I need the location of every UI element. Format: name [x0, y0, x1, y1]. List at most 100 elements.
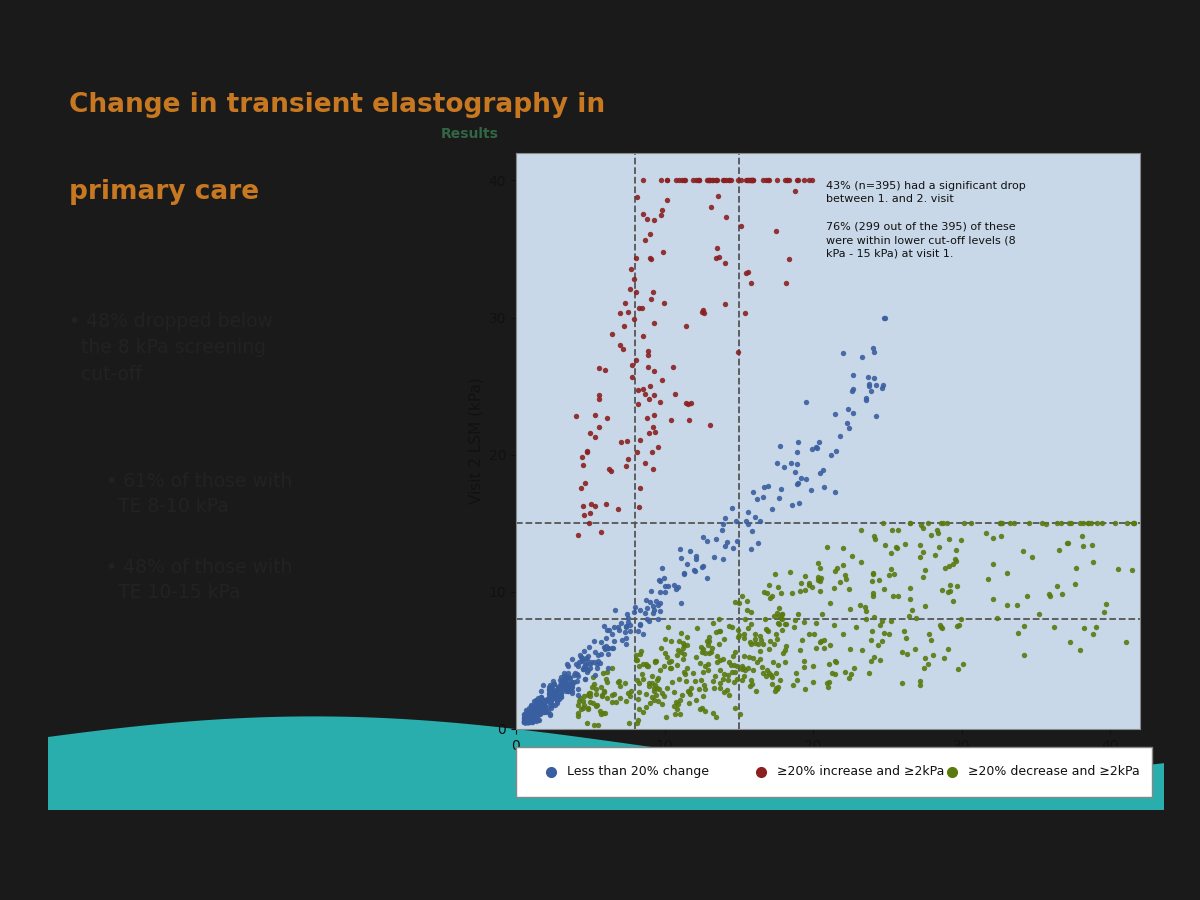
Point — [802, 482, 821, 497]
Point — [539, 704, 558, 718]
Point — [572, 652, 592, 667]
Point — [744, 173, 763, 187]
Point — [529, 694, 548, 708]
Point — [558, 677, 577, 691]
Point — [528, 694, 547, 708]
Point — [635, 233, 654, 248]
Point — [1018, 590, 1037, 604]
Point — [540, 689, 559, 704]
Point — [737, 603, 756, 617]
Point — [1067, 561, 1086, 575]
Point — [527, 706, 546, 721]
Point — [893, 645, 912, 660]
Point — [949, 617, 968, 632]
Point — [576, 651, 595, 665]
Point — [719, 618, 738, 633]
Point — [756, 670, 775, 684]
Point — [726, 514, 745, 528]
Point — [629, 301, 648, 315]
Point — [670, 672, 689, 687]
Point — [514, 715, 533, 729]
Point — [853, 349, 872, 364]
Point — [748, 491, 767, 506]
Point — [634, 207, 653, 221]
Point — [649, 573, 668, 588]
Point — [796, 682, 815, 697]
Point — [583, 680, 602, 694]
Point — [997, 565, 1016, 580]
Point — [761, 590, 780, 605]
Point — [844, 368, 863, 382]
Point — [619, 615, 638, 629]
Point — [584, 676, 604, 690]
Point — [709, 624, 728, 638]
Point — [532, 702, 551, 716]
Point — [514, 713, 533, 727]
Point — [589, 360, 608, 374]
Point — [940, 559, 959, 573]
Point — [606, 694, 625, 708]
Point — [661, 661, 680, 675]
Point — [726, 644, 745, 659]
Point — [618, 434, 637, 448]
Point — [532, 690, 551, 705]
Point — [563, 652, 582, 666]
Point — [514, 710, 533, 724]
Point — [856, 600, 875, 615]
Point — [581, 657, 600, 671]
Point — [521, 708, 540, 723]
Point — [828, 561, 847, 575]
Point — [527, 698, 546, 712]
Point — [679, 412, 698, 427]
Point — [775, 173, 794, 187]
Point — [540, 678, 559, 692]
Point — [871, 617, 890, 632]
Point — [773, 612, 792, 626]
Point — [580, 516, 599, 530]
Point — [934, 516, 953, 530]
Point — [748, 536, 767, 551]
Point — [540, 691, 559, 706]
Point — [766, 223, 785, 238]
Point — [757, 663, 776, 678]
Point — [1093, 516, 1112, 530]
Point — [703, 674, 722, 688]
Text: • 61% of those with
  TE 8-10 kPa: • 61% of those with TE 8-10 kPa — [106, 472, 292, 516]
Point — [1097, 597, 1116, 611]
Point — [544, 688, 563, 702]
Point — [865, 650, 884, 664]
Point — [703, 616, 722, 630]
Point — [641, 250, 660, 265]
Point — [520, 715, 539, 729]
Point — [788, 475, 808, 490]
Point — [1014, 647, 1033, 662]
Point — [568, 673, 587, 688]
Point — [625, 599, 644, 614]
Point — [556, 671, 575, 686]
Point — [836, 572, 856, 587]
Point — [574, 500, 593, 514]
Point — [864, 567, 883, 581]
Point — [894, 624, 913, 638]
Point — [787, 457, 806, 472]
Point — [773, 646, 792, 661]
Point — [521, 711, 540, 725]
Point — [767, 606, 786, 620]
Point — [538, 693, 557, 707]
Point — [697, 173, 716, 187]
Point — [742, 275, 761, 290]
Point — [586, 668, 605, 682]
Point — [1079, 516, 1098, 530]
Point — [756, 622, 775, 636]
Point — [569, 659, 588, 673]
Point — [643, 598, 662, 613]
Point — [622, 358, 641, 373]
Point — [833, 558, 852, 572]
Point — [797, 472, 816, 486]
Point — [698, 173, 718, 187]
Point — [545, 698, 564, 712]
Point — [542, 688, 562, 703]
Point — [1004, 516, 1024, 530]
Point — [1066, 577, 1085, 591]
Point — [618, 607, 637, 621]
